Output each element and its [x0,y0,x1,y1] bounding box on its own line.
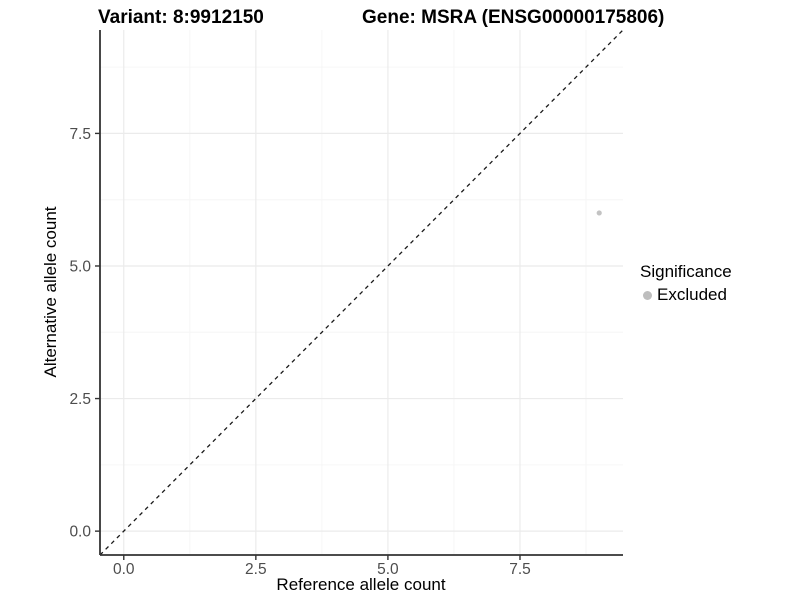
variant-title: Variant: 8:9912150 [98,7,264,28]
y-tick-label: 0.0 [69,524,91,541]
x-tick-label: 2.5 [245,561,267,578]
y-tick-label: 2.5 [69,391,91,408]
data-point [596,210,602,216]
legend-title: Significance [640,262,732,281]
gene-title: Gene: MSRA (ENSG00000175806) [362,7,665,28]
y-tick-label: 5.0 [69,258,91,275]
x-axis-title: Reference allele count [276,575,446,594]
excluded-point-icon [643,290,652,300]
y-tick-label: 7.5 [69,126,91,143]
legend: Significance Excluded [640,262,732,305]
x-tick-label: 5.0 [377,561,399,578]
legend-item-label: Excluded [657,285,727,304]
x-tick-label: 0.0 [113,561,135,578]
legend-item-excluded: Excluded [640,285,732,305]
x-tick-label: 7.5 [509,561,531,578]
identity-line [99,29,624,556]
y-axis-title: Alternative allele count [41,206,60,378]
